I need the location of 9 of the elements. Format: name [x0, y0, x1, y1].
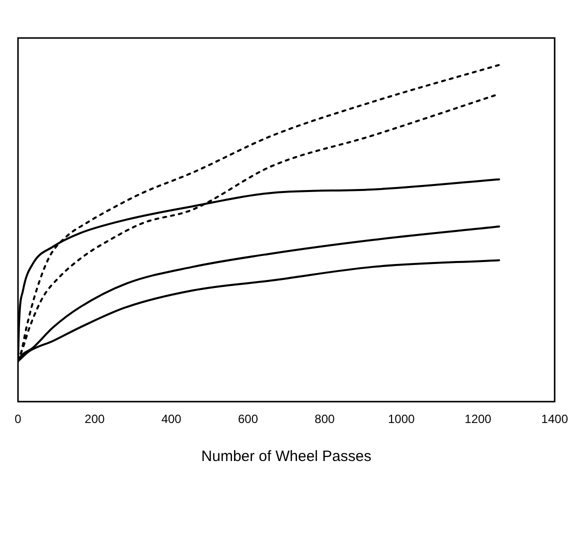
x-tick-label: 800 [314, 412, 335, 426]
x-tick-label: 1000 [388, 412, 415, 426]
x-tick-label: 600 [238, 412, 258, 426]
x-tick-label: 1200 [464, 412, 492, 426]
x-tick-label: 200 [84, 412, 105, 426]
x-axis-title: Number of Wheel Passes [201, 448, 372, 466]
x-tick-label: 1400 [541, 412, 568, 426]
x-tick-label: 0 [14, 412, 22, 426]
x-tick-label: 400 [161, 412, 182, 426]
